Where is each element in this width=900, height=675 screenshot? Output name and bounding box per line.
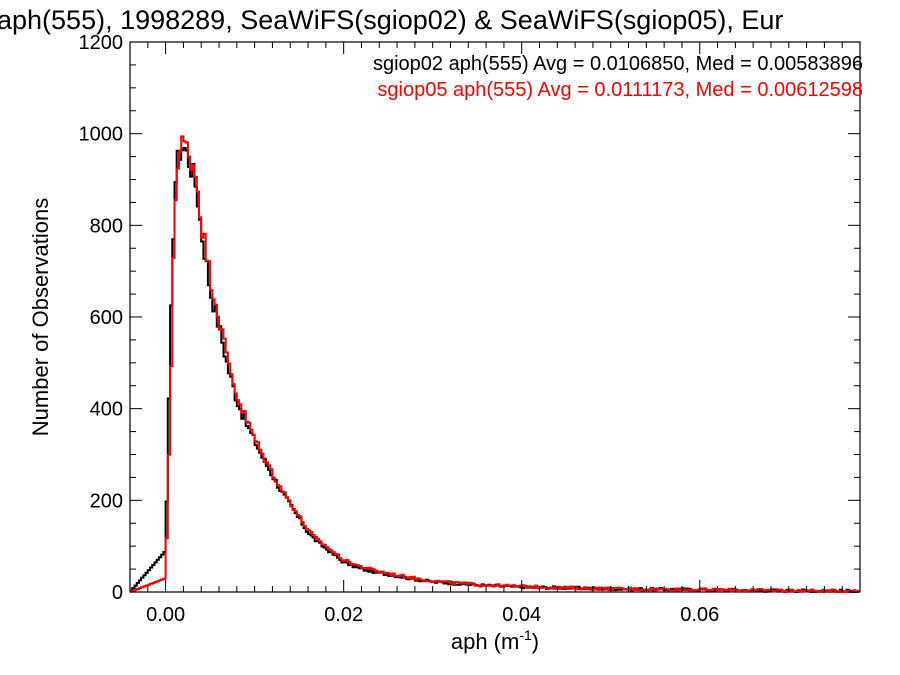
series-line-0 [130, 147, 860, 593]
y-tick-label: 0 [112, 582, 123, 604]
x-tick-label: 0.06 [680, 604, 719, 626]
y-axis-label: Number of Observations [28, 198, 53, 436]
y-tick-label: 1200 [79, 32, 124, 54]
y-axis-ticks: 0 200 400 600 800 1000 1200 [79, 32, 860, 604]
plot-area: 0.00 0.02 0.04 0.06 0 200 400 600 800 1000 1200 [79, 32, 861, 626]
y-tick-label: 200 [90, 490, 123, 512]
plot-frame [129, 41, 861, 593]
x-axis-ticks: 0.00 0.02 0.04 0.06 [146, 42, 843, 626]
y-tick-label: 1000 [79, 124, 124, 146]
x-axis-label-close: ) [532, 629, 539, 654]
y-tick-label: 600 [90, 307, 123, 329]
y-tick-label: 400 [90, 399, 123, 421]
x-tick-label: 0.04 [502, 604, 541, 626]
y-tick-label: 800 [90, 215, 123, 237]
legend-entry-sgiop02: sgiop02 aph(555) Avg = 0.0106850, Med = … [373, 53, 863, 75]
series-line-1 [130, 135, 860, 593]
series-layer [130, 135, 860, 593]
x-axis-label: aph (m-1) [451, 627, 539, 654]
chart-title: aph(555), 1998289, SeaWiFS(sgiop02) & Se… [0, 5, 783, 35]
x-axis-label-main: aph (m [451, 629, 519, 654]
x-axis-label-superscript: -1 [519, 627, 532, 643]
x-tick-label: 0.00 [146, 604, 185, 626]
x-tick-label: 0.02 [324, 604, 363, 626]
legend-entry-sgiop05: sgiop05 aph(555) Avg = 0.0111173, Med = … [377, 79, 863, 101]
